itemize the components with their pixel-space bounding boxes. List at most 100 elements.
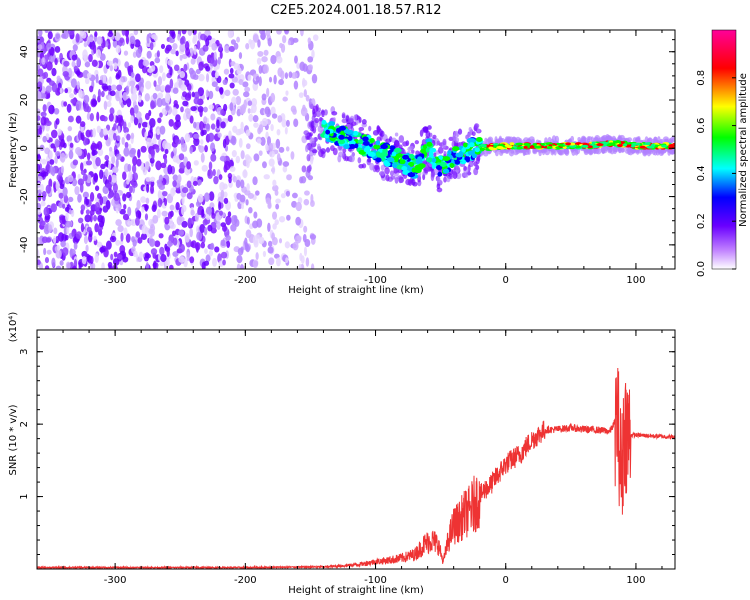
spectrogram-cell (257, 39, 261, 48)
spectrogram-cell (213, 51, 217, 61)
ridge-halo-cell (341, 112, 346, 118)
snr-y-tick-label: 2 (19, 421, 30, 427)
spectrogram-cell (292, 241, 299, 251)
spectrogram-cell (282, 161, 290, 167)
ridge-halo-cell (436, 183, 441, 190)
spectrogram-cell (228, 130, 232, 140)
spectrogram-cell (145, 80, 152, 90)
ridge-halo-cell (306, 154, 311, 162)
spectrogram-cell (154, 84, 162, 92)
spectrogram-cell (211, 212, 216, 219)
spectrogram-cell (62, 71, 70, 78)
spectrogram-cell (115, 158, 119, 168)
ridge-halo-cell (436, 140, 441, 146)
ridge-halo-cell (318, 149, 324, 158)
ridge-core-cell (515, 142, 523, 146)
spectrogram-cell (113, 192, 120, 202)
spectrogram-cell (129, 185, 133, 194)
spectrogram-cell (263, 49, 269, 56)
spectrogram-cell (196, 231, 203, 241)
spectrogram-cell (135, 210, 142, 219)
spectrogram-cell (125, 35, 129, 45)
spectrogram-cell (141, 206, 145, 213)
spectrogram-cell (186, 161, 192, 170)
ridge-halo-cell (380, 170, 385, 176)
spectrogram-cell (97, 88, 101, 99)
spectrogram-cell (276, 153, 281, 162)
ridge-core-cell (646, 145, 655, 149)
ridge-core-cell (668, 143, 675, 147)
spectrogram-cell (211, 42, 218, 51)
spectrogram-cell (91, 149, 98, 156)
spectrogram-cell (63, 101, 68, 107)
spectrogram-cell (127, 163, 132, 172)
spectrogram-cell (60, 165, 65, 174)
spectrogram-cell (157, 253, 162, 262)
spectrogram-cell (210, 153, 217, 162)
spectrogram-cell (171, 230, 176, 237)
spectrogram-cell (278, 216, 286, 223)
spectrogram-cell (123, 147, 130, 157)
spectrogram-cell (105, 183, 113, 189)
spectrogram-cell (173, 100, 178, 107)
spectrogram-cell (43, 206, 50, 217)
spectrogram-cell (196, 40, 201, 50)
spectrogram-cell (275, 203, 280, 210)
spectrogram-cell (186, 83, 192, 91)
spectrogram-cell (249, 39, 256, 50)
spectrogram-cell (108, 160, 112, 170)
spectrogram-cell (81, 256, 87, 265)
spectrogram-cell (66, 135, 73, 143)
spectrogram-cell (53, 145, 57, 153)
spectrogram-cell (180, 106, 184, 113)
ridge-halo-cell (436, 176, 441, 182)
spectrogram-cell (110, 84, 117, 91)
spectrogram-cell (190, 106, 197, 112)
ridge-core-cell (393, 147, 402, 153)
ridge-halo-cell (414, 140, 419, 145)
ridge-core-cell (389, 145, 396, 151)
spectrogram-cell (285, 257, 289, 264)
spectrogram-cell (236, 36, 240, 43)
spectrogram-cell (103, 100, 108, 111)
spectrogram-cell (261, 56, 268, 63)
spectrogram-cell (200, 33, 207, 41)
ridge-halo-cell (394, 176, 399, 184)
spectrogram-cell (55, 265, 62, 269)
spectrogram-y-tick-label: -20 (19, 188, 30, 204)
ridge-halo-cell (504, 136, 509, 143)
spectrogram-cell (149, 42, 154, 51)
spectrogram-cell (71, 230, 75, 238)
spectrogram-cell (228, 45, 235, 53)
spectrogram-cell (215, 86, 220, 92)
spectrogram-cell (187, 30, 193, 36)
spectrogram-cell (268, 150, 275, 158)
spectrogram-cell (123, 126, 129, 134)
spectrogram-cell (205, 254, 211, 262)
ridge-halo-cell (519, 148, 524, 153)
spectrogram-cell (86, 226, 92, 233)
colorbar-tick-label: 0.0 (696, 261, 707, 277)
spectrogram-cell (86, 72, 92, 79)
spectrogram-cell (156, 208, 161, 219)
spectrogram-cell (100, 90, 105, 98)
spectrogram-cell (260, 30, 266, 41)
ridge-core-cell (338, 125, 346, 131)
snr-y-multiplier: (x10⁴) (8, 312, 19, 343)
spectrogram-cell (46, 61, 53, 71)
spectrogram-cell (202, 44, 209, 52)
spectrogram-cell (205, 38, 210, 47)
spectrogram-cell (199, 120, 204, 131)
spectrogram-cell (178, 229, 185, 236)
spectrogram-cell (186, 110, 191, 120)
spectrogram-cell (265, 197, 271, 205)
spectrogram-cell (236, 263, 241, 269)
spectrogram-cell (286, 174, 292, 181)
spectrogram-cell (96, 111, 100, 122)
spectrogram-cell (67, 67, 73, 78)
ridge-core-cell (522, 145, 528, 149)
spectrogram-cell (262, 64, 269, 74)
spectrogram-cell (144, 204, 148, 212)
spectrogram-cell (83, 41, 88, 48)
spectrogram-cell (115, 92, 121, 102)
